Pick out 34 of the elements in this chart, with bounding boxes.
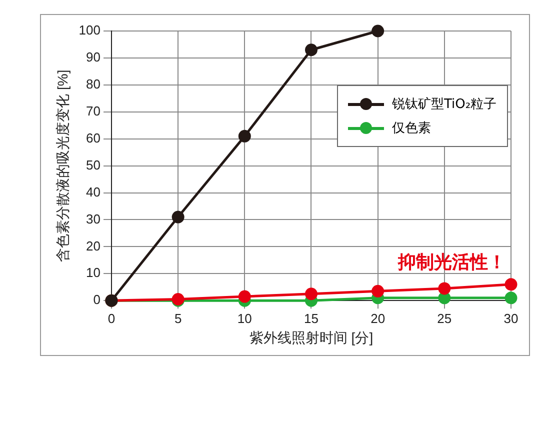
x-tick-label: 15 [304, 310, 318, 326]
y-tick-label: 80 [86, 76, 100, 92]
y-tick-label: 70 [86, 103, 100, 118]
point [438, 282, 451, 295]
y-tick-label: 60 [86, 130, 100, 146]
point [504, 292, 518, 304]
x-tick-label: 5 [174, 310, 182, 326]
legend-label: 仅色素 [392, 120, 431, 137]
y-tick-label: 30 [86, 211, 100, 226]
y-tick-label: 100 [78, 22, 100, 38]
legend-label: 锐钛矿型TiO₂粒子 [392, 96, 497, 113]
x-tick-label: 30 [504, 310, 518, 326]
y-tick-label: 0 [93, 292, 100, 308]
y-axis-title: 含色素分散液的吸光度变化 [%] [54, 70, 70, 262]
point [238, 130, 251, 142]
point [504, 278, 518, 291]
x-tick-label: 10 [237, 310, 252, 326]
y-tick-label: 10 [86, 265, 100, 280]
x-tick-label: 0 [108, 310, 116, 326]
y-tick-label: 40 [86, 184, 100, 200]
y-tick-label: 50 [86, 157, 100, 172]
point [172, 210, 184, 224]
y-tick-label: 20 [86, 238, 100, 254]
point [372, 24, 384, 38]
y-tick-label: 90 [86, 50, 100, 65]
annotation: 抑制光活性！ [397, 252, 506, 272]
point [372, 284, 384, 298]
point [238, 290, 251, 303]
x-tick-label: 25 [437, 310, 452, 326]
point [304, 288, 318, 300]
point [438, 292, 451, 304]
point [304, 44, 318, 56]
x-tick-label: 20 [370, 310, 386, 326]
x-axis-title: 紫外线照射时间 [分] [249, 329, 374, 346]
